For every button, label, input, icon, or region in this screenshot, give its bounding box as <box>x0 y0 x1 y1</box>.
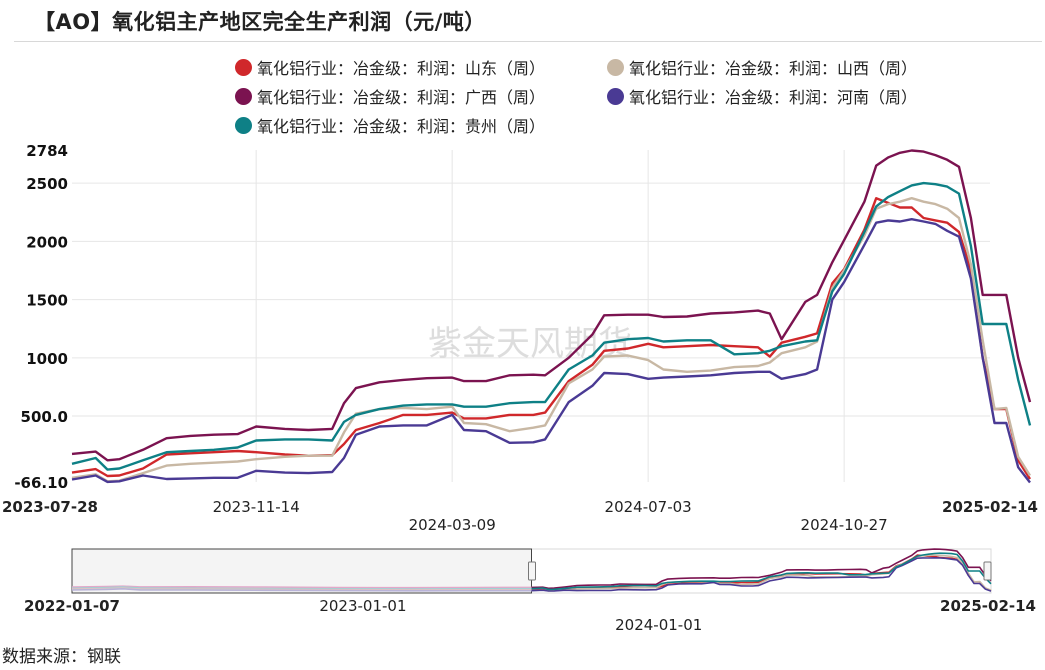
legend-dot-icon <box>235 116 252 134</box>
range-navigator[interactable]: 2022-01-07 2023-01-01 2024-01-01 2025-02-14 <box>24 548 1036 634</box>
legend-label: 氧化铝行业：冶金级：利润：广西（周） <box>257 88 546 107</box>
x-tick-label: 2025-02-14 <box>942 498 1038 516</box>
series-layer <box>71 149 1032 484</box>
navigator-series-line <box>71 587 532 592</box>
legend-dot-icon <box>607 87 624 105</box>
y-tick-label: 500.0 <box>21 408 68 426</box>
navigator-series-line <box>531 556 992 592</box>
x-tick-label: 2024-03-09 <box>409 516 496 534</box>
legend-dot-icon <box>607 58 624 76</box>
chart-title: 【AO】氧化铝主产地区完全生产利润（元/吨） <box>34 10 486 34</box>
legend-label: 氧化铝行业：冶金级：利润：山西（周） <box>629 59 918 78</box>
navigator-left-handle[interactable] <box>528 561 536 581</box>
x-tick-label: 2023-11-14 <box>213 498 300 516</box>
series-line <box>71 218 1031 484</box>
y-tick-label: 1500 <box>26 292 68 310</box>
navigator-tick-label: 2022-01-07 <box>24 597 120 615</box>
navigator-tick-label: 2023-01-01 <box>319 597 406 615</box>
x-tick-label: 2024-07-03 <box>605 498 692 516</box>
navigator-series-line <box>531 554 992 592</box>
navigator-series-line <box>71 585 532 589</box>
legend-label: 氧化铝行业：冶金级：利润：贵州（周） <box>257 117 546 136</box>
series-line <box>71 181 1032 471</box>
legend-item-shandong[interactable]: 氧化铝行业：冶金级：利润：山东（周） <box>235 54 545 80</box>
legend-label: 氧化铝行业：冶金级：利润：河南（周） <box>629 88 918 107</box>
legend-item-henan[interactable]: 氧化铝行业：冶金级：利润：河南（周） <box>607 83 917 109</box>
navigator-tick-label: 2024-01-01 <box>615 616 702 634</box>
legend-item-guizhou[interactable]: 氧化铝行业：冶金级：利润：贵州（周） <box>235 112 545 138</box>
legend-dot-icon <box>235 87 252 105</box>
navigator-tick-label: 2025-02-14 <box>940 597 1036 615</box>
y-axis: 2784 2500 2000 1500 1000 500.0 -66.10 <box>14 142 68 492</box>
y-tick-label: 1000 <box>26 350 68 368</box>
source-note: 数据来源：钢联 <box>2 647 121 667</box>
y-tick-label: 2000 <box>26 233 68 251</box>
grid-layer <box>72 150 990 482</box>
x-axis: 2023-07-28 2023-11-14 2024-03-09 2024-07-03… <box>2 498 1038 534</box>
series-line <box>71 197 1032 483</box>
legend-dot-icon <box>235 58 252 76</box>
x-tick-label: 2024-10-27 <box>801 516 888 534</box>
navigator-right-handle[interactable] <box>983 561 992 581</box>
navigator-series-line <box>531 548 992 590</box>
title-bar: 【AO】氧化铝主产地区完全生产利润（元/吨） <box>0 0 1045 42</box>
legend-item-guangxi[interactable]: 氧化铝行业：冶金级：利润：广西（周） <box>235 83 545 109</box>
series-line <box>71 197 1032 480</box>
y-tick-label: 2500 <box>26 175 68 193</box>
legend-item-shanxi[interactable]: 氧化铝行业：冶金级：利润：山西（周） <box>607 54 917 80</box>
navigator-series-line <box>531 552 992 591</box>
legend: 氧化铝行业：冶金级：利润：山东（周） 氧化铝行业：冶金级：利润：山西（周） 氧化… <box>235 54 1025 144</box>
x-tick-label: 2023-07-28 <box>2 498 98 516</box>
series-line <box>71 149 1032 462</box>
y-tick-label: -66.10 <box>14 474 68 492</box>
y-tick-label: 2784 <box>26 142 68 160</box>
legend-label: 氧化铝行业：冶金级：利润：山东（周） <box>257 59 546 78</box>
title-divider <box>14 41 1042 42</box>
